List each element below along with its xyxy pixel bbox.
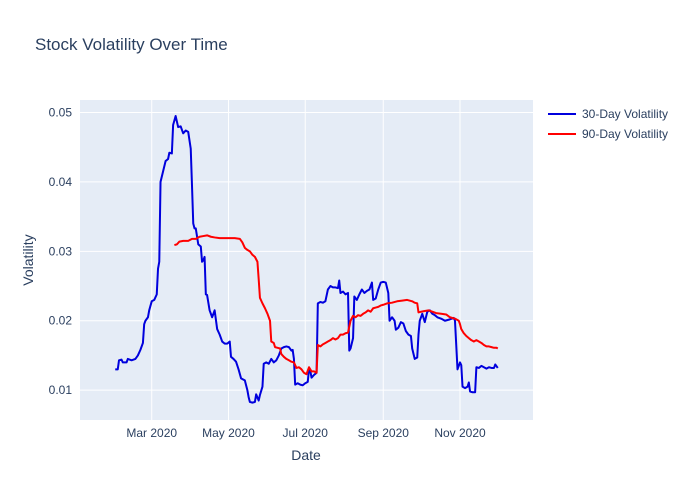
y-axis-title: Volatility <box>20 234 36 285</box>
x-tick-label: May 2020 <box>202 426 255 440</box>
legend[interactable]: 30-Day Volatility 90-Day Volatility <box>548 107 668 141</box>
legend-item-2[interactable]: 90-Day Volatility <box>548 127 668 141</box>
y-tick-label: 0.01 <box>49 383 73 397</box>
x-tick-label: Sep 2020 <box>358 426 410 440</box>
y-tick-label: 0.03 <box>49 244 73 258</box>
legend-label: 30-Day Volatility <box>582 107 668 121</box>
series-lines <box>115 114 499 404</box>
legend-item-1[interactable]: 30-Day Volatility <box>548 107 668 121</box>
x-axis-title: Date <box>291 447 321 463</box>
series-line-1 <box>115 114 499 404</box>
y-tick-label: 0.02 <box>49 314 73 328</box>
series-line-2 <box>174 234 499 376</box>
grid-lines <box>80 100 533 420</box>
x-tick-label: Jul 2020 <box>283 426 329 440</box>
y-tick-label: 0.05 <box>49 105 73 119</box>
x-tick-label: Mar 2020 <box>126 426 177 440</box>
y-tick-label: 0.04 <box>49 175 73 189</box>
legend-label: 90-Day Volatility <box>582 127 668 141</box>
tick-labels: 0.01 0.02 0.03 0.04 0.05 Mar 2020 May 2020 Jul … <box>49 105 486 440</box>
chart-title: Stock Volatility Over Time <box>35 35 228 54</box>
x-tick-label: Nov 2020 <box>434 426 486 440</box>
